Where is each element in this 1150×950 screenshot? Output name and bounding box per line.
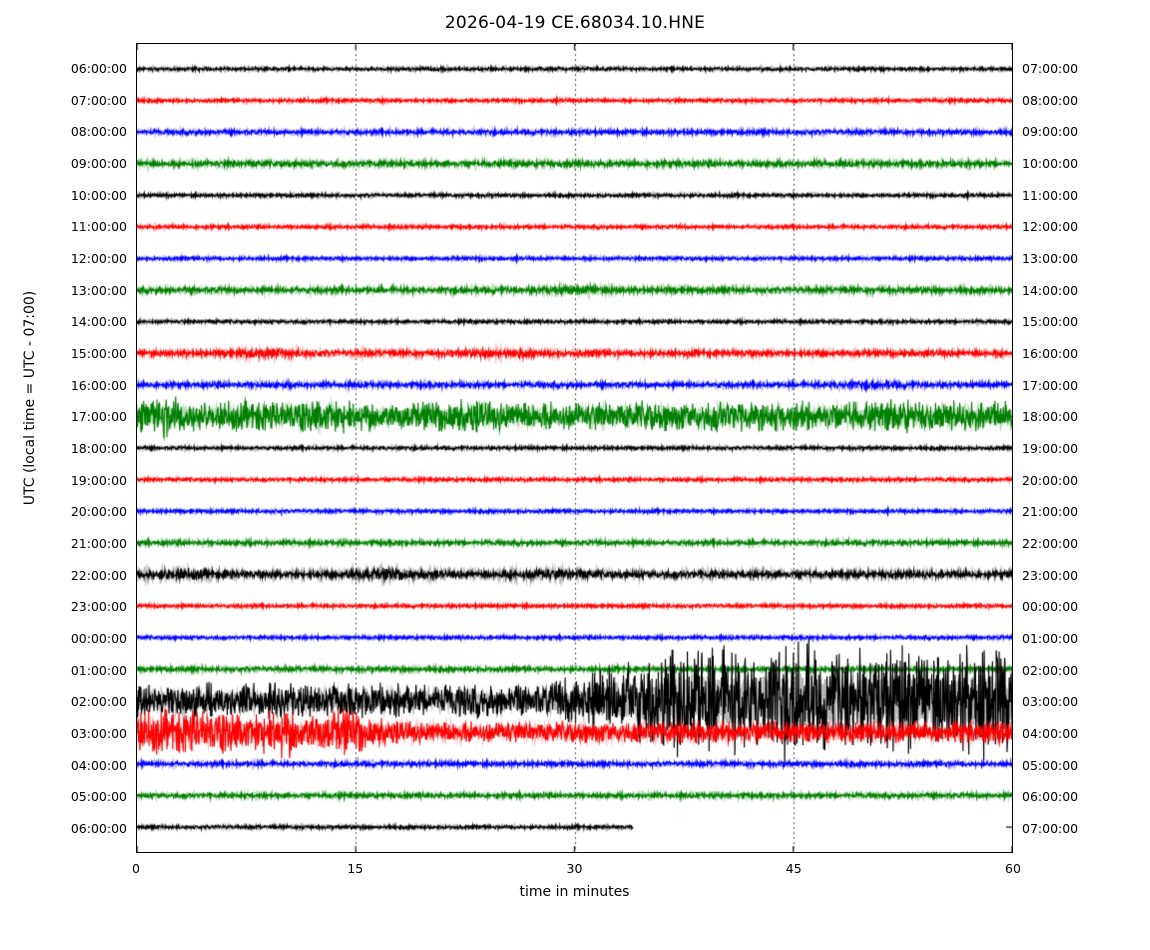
left-tick-label: 04:00:00 [70, 757, 127, 773]
right-tick-label: 21:00:00 [1022, 504, 1079, 520]
y-axis-label-container: UTC (local time = UTC - 07:00) [22, 0, 45, 950]
left-tick-label: 10:00:00 [70, 187, 127, 203]
right-tick-label: 06:00:00 [1022, 789, 1079, 805]
left-tick-label: 22:00:00 [70, 567, 127, 583]
left-tick-label: 15:00:00 [70, 346, 127, 361]
right-tick-label: 17:00:00 [1022, 377, 1079, 393]
y-axis-label: UTC (local time = UTC - 07:00) [22, 290, 38, 506]
left-tick-label: 00:00:00 [70, 631, 127, 646]
right-tick-label: 19:00:00 [1022, 441, 1079, 456]
right-tick-label: 15:00:00 [1022, 314, 1079, 330]
right-tick-label: 07:00:00 [1022, 61, 1079, 76]
right-tick-label: 14:00:00 [1022, 282, 1079, 298]
left-tick-label: 14:00:00 [70, 314, 127, 330]
right-tick-label: 07:00:00 [1022, 821, 1079, 836]
left-tick-label: 06:00:00 [70, 821, 127, 836]
left-tick-label: 05:00:00 [70, 789, 127, 805]
left-tick-label: 20:00:00 [70, 504, 127, 520]
right-tick-label: 18:00:00 [1022, 409, 1079, 425]
x-tick-label: 60 [1005, 861, 1021, 876]
left-tick-label: 02:00:00 [70, 694, 127, 710]
right-tick-label: 20:00:00 [1022, 472, 1079, 488]
left-tick-label: 17:00:00 [70, 409, 127, 425]
left-tick-label: 12:00:00 [70, 251, 127, 266]
right-tick-label: 08:00:00 [1022, 92, 1079, 108]
right-tick-label: 03:00:00 [1022, 694, 1079, 710]
trace-canvas [137, 44, 1012, 852]
right-tick-label: 05:00:00 [1022, 757, 1079, 773]
x-tick-label: 45 [785, 861, 802, 876]
x-axis-label: time in minutes [519, 884, 630, 900]
right-tick-label: 13:00:00 [1022, 251, 1079, 266]
left-tick-label: 21:00:00 [70, 536, 127, 551]
right-tick-label: 02:00:00 [1022, 662, 1079, 678]
left-tick-label: 16:00:00 [70, 377, 127, 393]
left-tick-label: 06:00:00 [70, 61, 127, 76]
left-tick-label: 23:00:00 [70, 599, 127, 615]
left-tick-label: 19:00:00 [70, 472, 127, 488]
left-tick-label: 01:00:00 [70, 662, 127, 678]
left-tick-label: 09:00:00 [70, 156, 127, 171]
right-tick-label: 12:00:00 [1022, 219, 1079, 235]
right-tick-label: 22:00:00 [1022, 536, 1079, 551]
left-tick-label: 03:00:00 [70, 726, 127, 741]
right-tick-label: 01:00:00 [1022, 631, 1079, 646]
right-tick-label: 23:00:00 [1022, 567, 1079, 583]
left-tick-label: 11:00:00 [70, 219, 127, 235]
x-tick-label: 0 [132, 861, 140, 876]
right-tick-label: 04:00:00 [1022, 726, 1079, 741]
left-tick-label: 07:00:00 [70, 92, 127, 108]
x-tick-label: 15 [347, 861, 364, 876]
x-tick-label: 30 [566, 861, 583, 876]
left-tick-label: 08:00:00 [70, 124, 127, 140]
plot-area[interactable] [136, 43, 1013, 853]
page-title: 2026-04-19 CE.68034.10.HNE [444, 13, 706, 33]
left-tick-label: 18:00:00 [70, 441, 127, 456]
right-tick-label: 10:00:00 [1022, 156, 1079, 171]
right-tick-label: 11:00:00 [1022, 187, 1079, 203]
left-tick-label: 13:00:00 [70, 282, 127, 298]
right-tick-label: 09:00:00 [1022, 124, 1079, 140]
right-tick-label: 00:00:00 [1022, 599, 1079, 615]
right-tick-label: 16:00:00 [1022, 346, 1079, 361]
